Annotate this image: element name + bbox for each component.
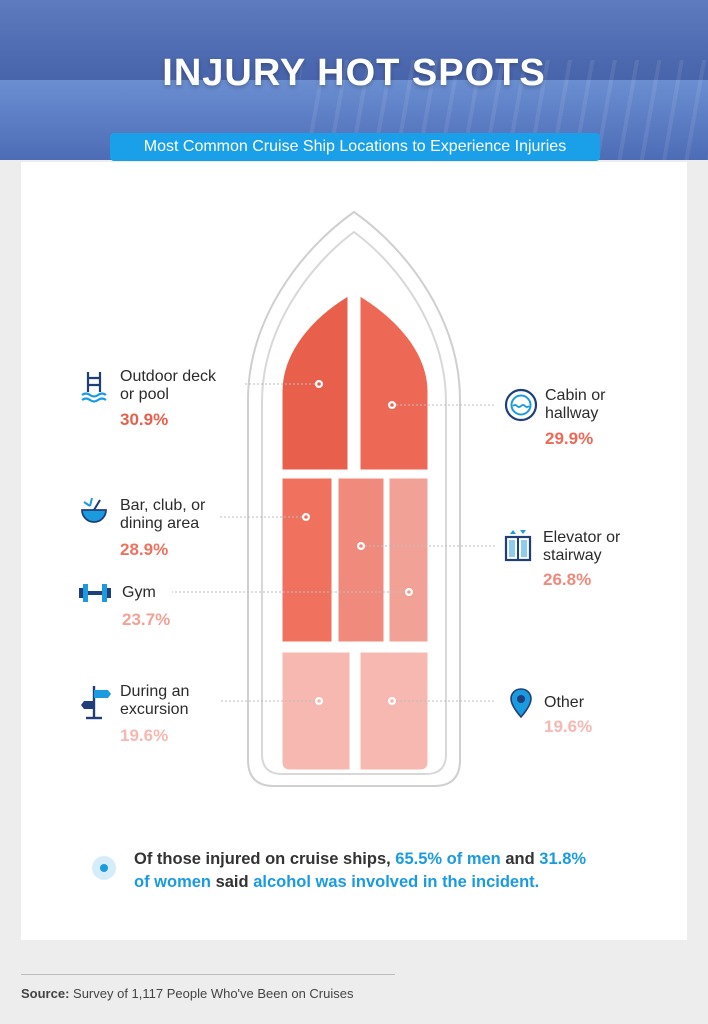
label-cabin-line2: hallway bbox=[545, 405, 599, 422]
label-elevator: Elevator or stairway bbox=[543, 529, 620, 565]
value-outdoor-deck: 30.9% bbox=[120, 410, 169, 429]
alcohol-note: Of those injured on cruise ships, 65.5% … bbox=[134, 848, 654, 894]
coconut-drink-icon bbox=[81, 497, 107, 523]
note-bullet-icon bbox=[92, 856, 116, 880]
page-subtitle: Most Common Cruise Ship Locations to Exp… bbox=[110, 133, 600, 161]
elevator-icon bbox=[504, 530, 532, 562]
hull-inner bbox=[261, 230, 447, 775]
note-text-1: Of those injured on cruise ships, bbox=[134, 850, 396, 868]
note-text-2: and bbox=[500, 850, 540, 868]
area-elevator bbox=[337, 477, 385, 643]
note-men-pct: 65.5% of men bbox=[395, 850, 501, 868]
label-elevator-line1: Elevator or bbox=[543, 529, 621, 546]
area-gym bbox=[388, 477, 429, 643]
area-cabin bbox=[359, 295, 429, 471]
ship-areas bbox=[281, 295, 429, 771]
source-line: Source: Survey of 1,117 People Who've Be… bbox=[21, 986, 353, 1001]
value-cabin: 29.9% bbox=[545, 429, 594, 448]
value-excursion: 19.6% bbox=[120, 726, 169, 745]
area-excursion bbox=[281, 651, 351, 771]
label-bar: Bar, club, or dining area bbox=[120, 497, 205, 533]
marker-dot-center-excursion bbox=[317, 699, 321, 703]
value-other: 19.6% bbox=[544, 717, 593, 736]
note-text-3: said bbox=[211, 873, 254, 891]
source-text: Survey of 1,117 People Who've Been on Cr… bbox=[69, 986, 354, 1001]
marker-dot-center-outdoor-deck bbox=[317, 382, 321, 386]
label-bar-line1: Bar, club, or bbox=[120, 497, 206, 514]
label-cabin-line1: Cabin or bbox=[545, 387, 606, 404]
value-gym: 23.7% bbox=[122, 610, 171, 629]
leader-lines bbox=[172, 380, 496, 705]
page-title: INJURY HOT SPOTS bbox=[162, 52, 546, 94]
source-divider bbox=[21, 974, 395, 975]
label-outdoor-deck-line2: or pool bbox=[120, 386, 169, 403]
area-other bbox=[359, 651, 429, 771]
location-pin-icon bbox=[510, 688, 532, 718]
label-other: Other bbox=[544, 694, 584, 712]
marker-dot-center-cabin bbox=[390, 403, 394, 407]
label-elevator-line2: stairway bbox=[543, 547, 602, 564]
pool-ladder-icon bbox=[81, 372, 107, 403]
label-outdoor-deck-line1: Outdoor deck bbox=[120, 368, 217, 385]
marker-dot-center-bar bbox=[304, 515, 308, 519]
signpost-icon bbox=[81, 686, 111, 720]
marker-dot-center-gym bbox=[407, 590, 411, 594]
label-cabin: Cabin or hallway bbox=[545, 387, 605, 423]
label-other-line1: Other bbox=[544, 694, 585, 711]
label-excursion-line2: excursion bbox=[120, 701, 189, 718]
label-bar-line2: dining area bbox=[120, 515, 200, 532]
label-gym: Gym bbox=[122, 584, 156, 602]
marker-dot-center-other bbox=[390, 699, 394, 703]
value-bar: 28.9% bbox=[120, 540, 169, 559]
label-excursion-line1: During an bbox=[120, 683, 190, 700]
note-alcohol: alcohol was involved in the incident. bbox=[253, 873, 540, 891]
label-outdoor-deck: Outdoor deck or pool bbox=[120, 368, 216, 404]
porthole-icon bbox=[504, 388, 538, 422]
source-label: Source: bbox=[21, 986, 70, 1001]
note-women-label: of women bbox=[134, 873, 211, 891]
area-bar bbox=[281, 477, 333, 643]
note-women-pct: 31.8% bbox=[539, 850, 587, 868]
value-elevator: 26.8% bbox=[543, 570, 592, 589]
label-excursion: During an excursion bbox=[120, 683, 189, 719]
dumbbell-icon bbox=[79, 584, 111, 602]
marker-dot-center-elevator bbox=[359, 544, 363, 548]
label-gym-line1: Gym bbox=[122, 584, 156, 601]
